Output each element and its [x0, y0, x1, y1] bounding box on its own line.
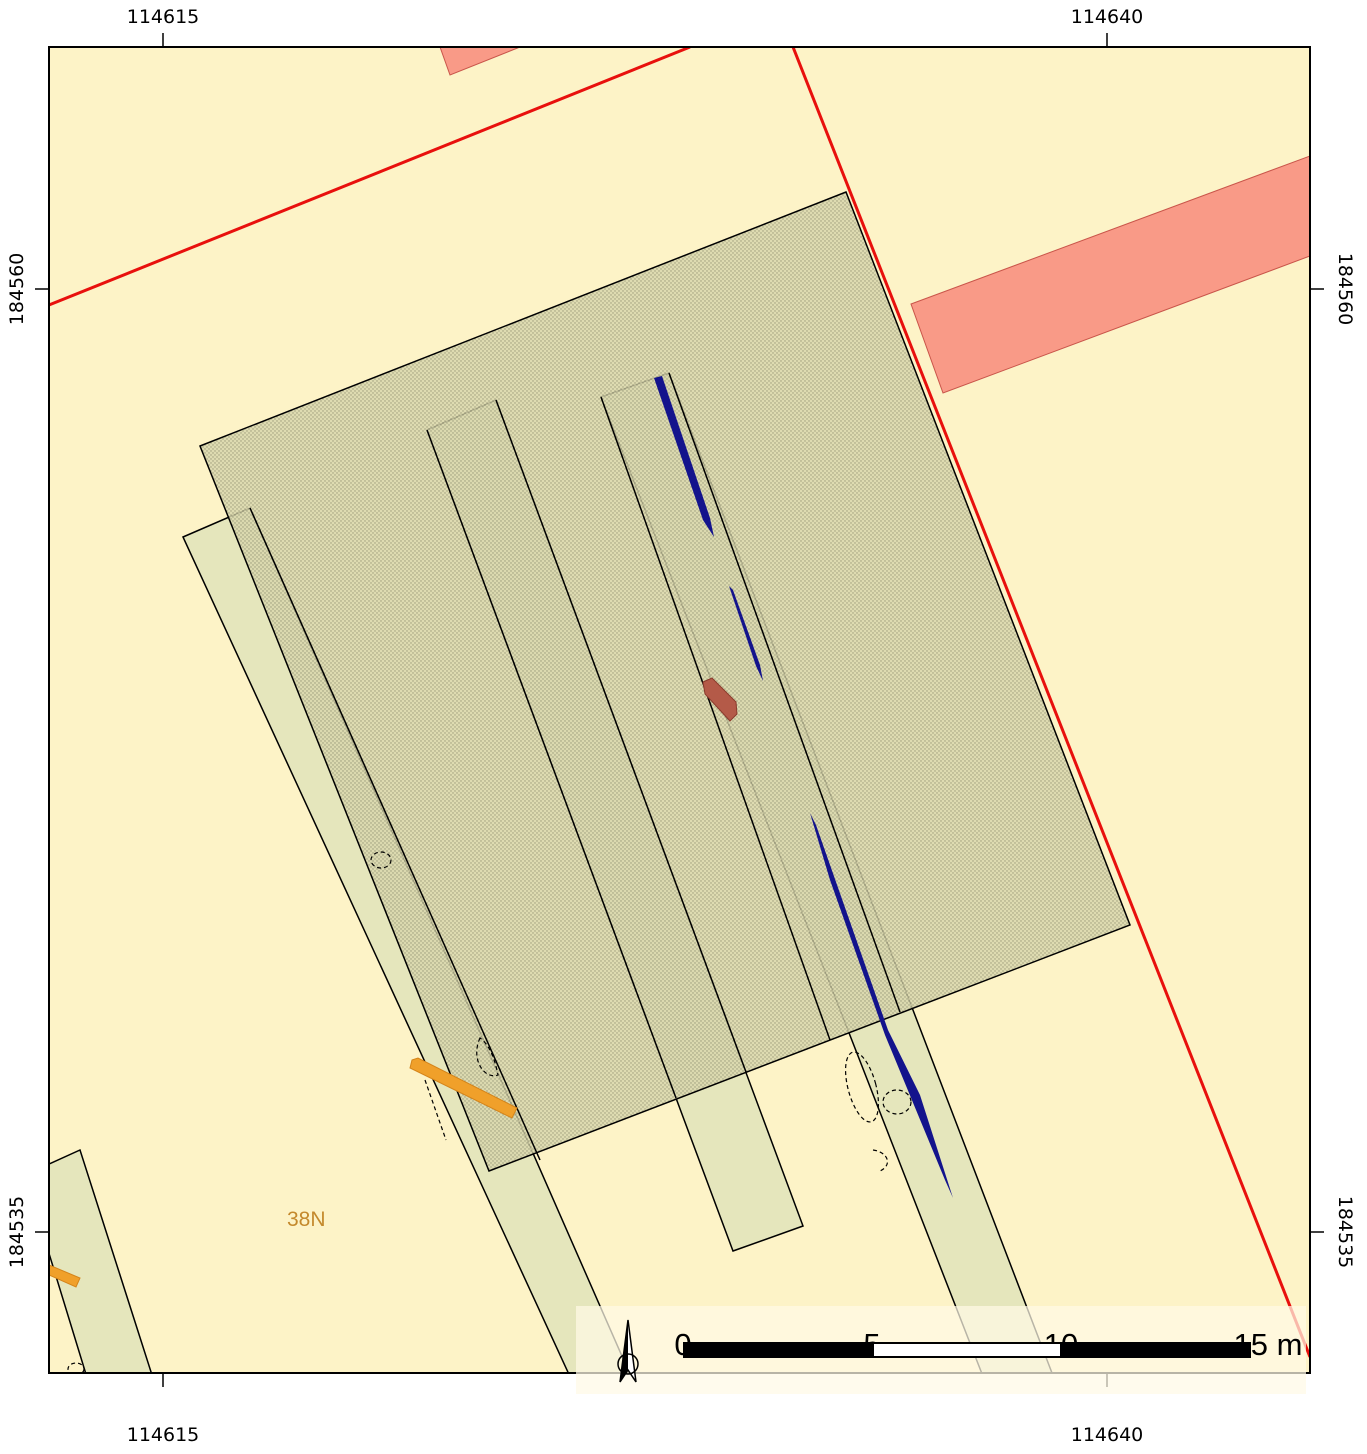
- linear-feature-3: [810, 813, 953, 1198]
- deposit: [702, 677, 738, 722]
- dashed-feature-7: [67, 1362, 85, 1373]
- north-arrow-icon: [617, 1319, 639, 1383]
- coord-label-left-y1: 184560: [6, 252, 28, 326]
- trench-3-outline-right: [668, 372, 901, 1013]
- orange-feature-2: [49, 1264, 81, 1288]
- dashed-feature-2: [476, 1037, 499, 1077]
- trench-2-outline: [426, 429, 677, 1099]
- coord-label-top-x1: 114615: [126, 6, 200, 28]
- boundary-line-2: [791, 47, 1310, 1358]
- trench-1-outline: [249, 507, 541, 1161]
- boundary-line-1: [49, 47, 691, 307]
- linear-feature-1: [654, 376, 714, 537]
- orange-feature-1: [409, 1057, 518, 1119]
- trench-lower-left: [49, 1148, 153, 1373]
- coord-label-bottom-x1: 114615: [126, 1424, 200, 1446]
- area-label: 38N: [287, 1208, 326, 1231]
- scale-segment-3: [1061, 1342, 1251, 1358]
- coord-label-top-x2: 114640: [1070, 6, 1144, 28]
- building-right: [910, 155, 1310, 394]
- scale-segment-1: [683, 1342, 873, 1358]
- dashed-feature-3: [424, 1079, 447, 1141]
- dashed-feature-5: [882, 1089, 912, 1115]
- trench-2-outline-right: [495, 399, 747, 1073]
- building-top: [439, 47, 521, 76]
- coord-label-left-y2: 184535: [6, 1195, 28, 1269]
- coord-label-bottom-x2: 114640: [1070, 1424, 1144, 1446]
- dashed-feature-4: [844, 1051, 880, 1123]
- dashed-feature-1: [370, 851, 392, 869]
- trench-3-outline: [600, 396, 831, 1041]
- coord-label-right-y1: 184560: [1334, 252, 1356, 326]
- linear-feature-2: [729, 586, 763, 681]
- excavation-area: [199, 191, 1131, 1172]
- coord-label-right-y2: 184535: [1334, 1195, 1356, 1269]
- dashed-feature-6: [872, 1149, 889, 1172]
- scale-segment-2: [872, 1342, 1062, 1358]
